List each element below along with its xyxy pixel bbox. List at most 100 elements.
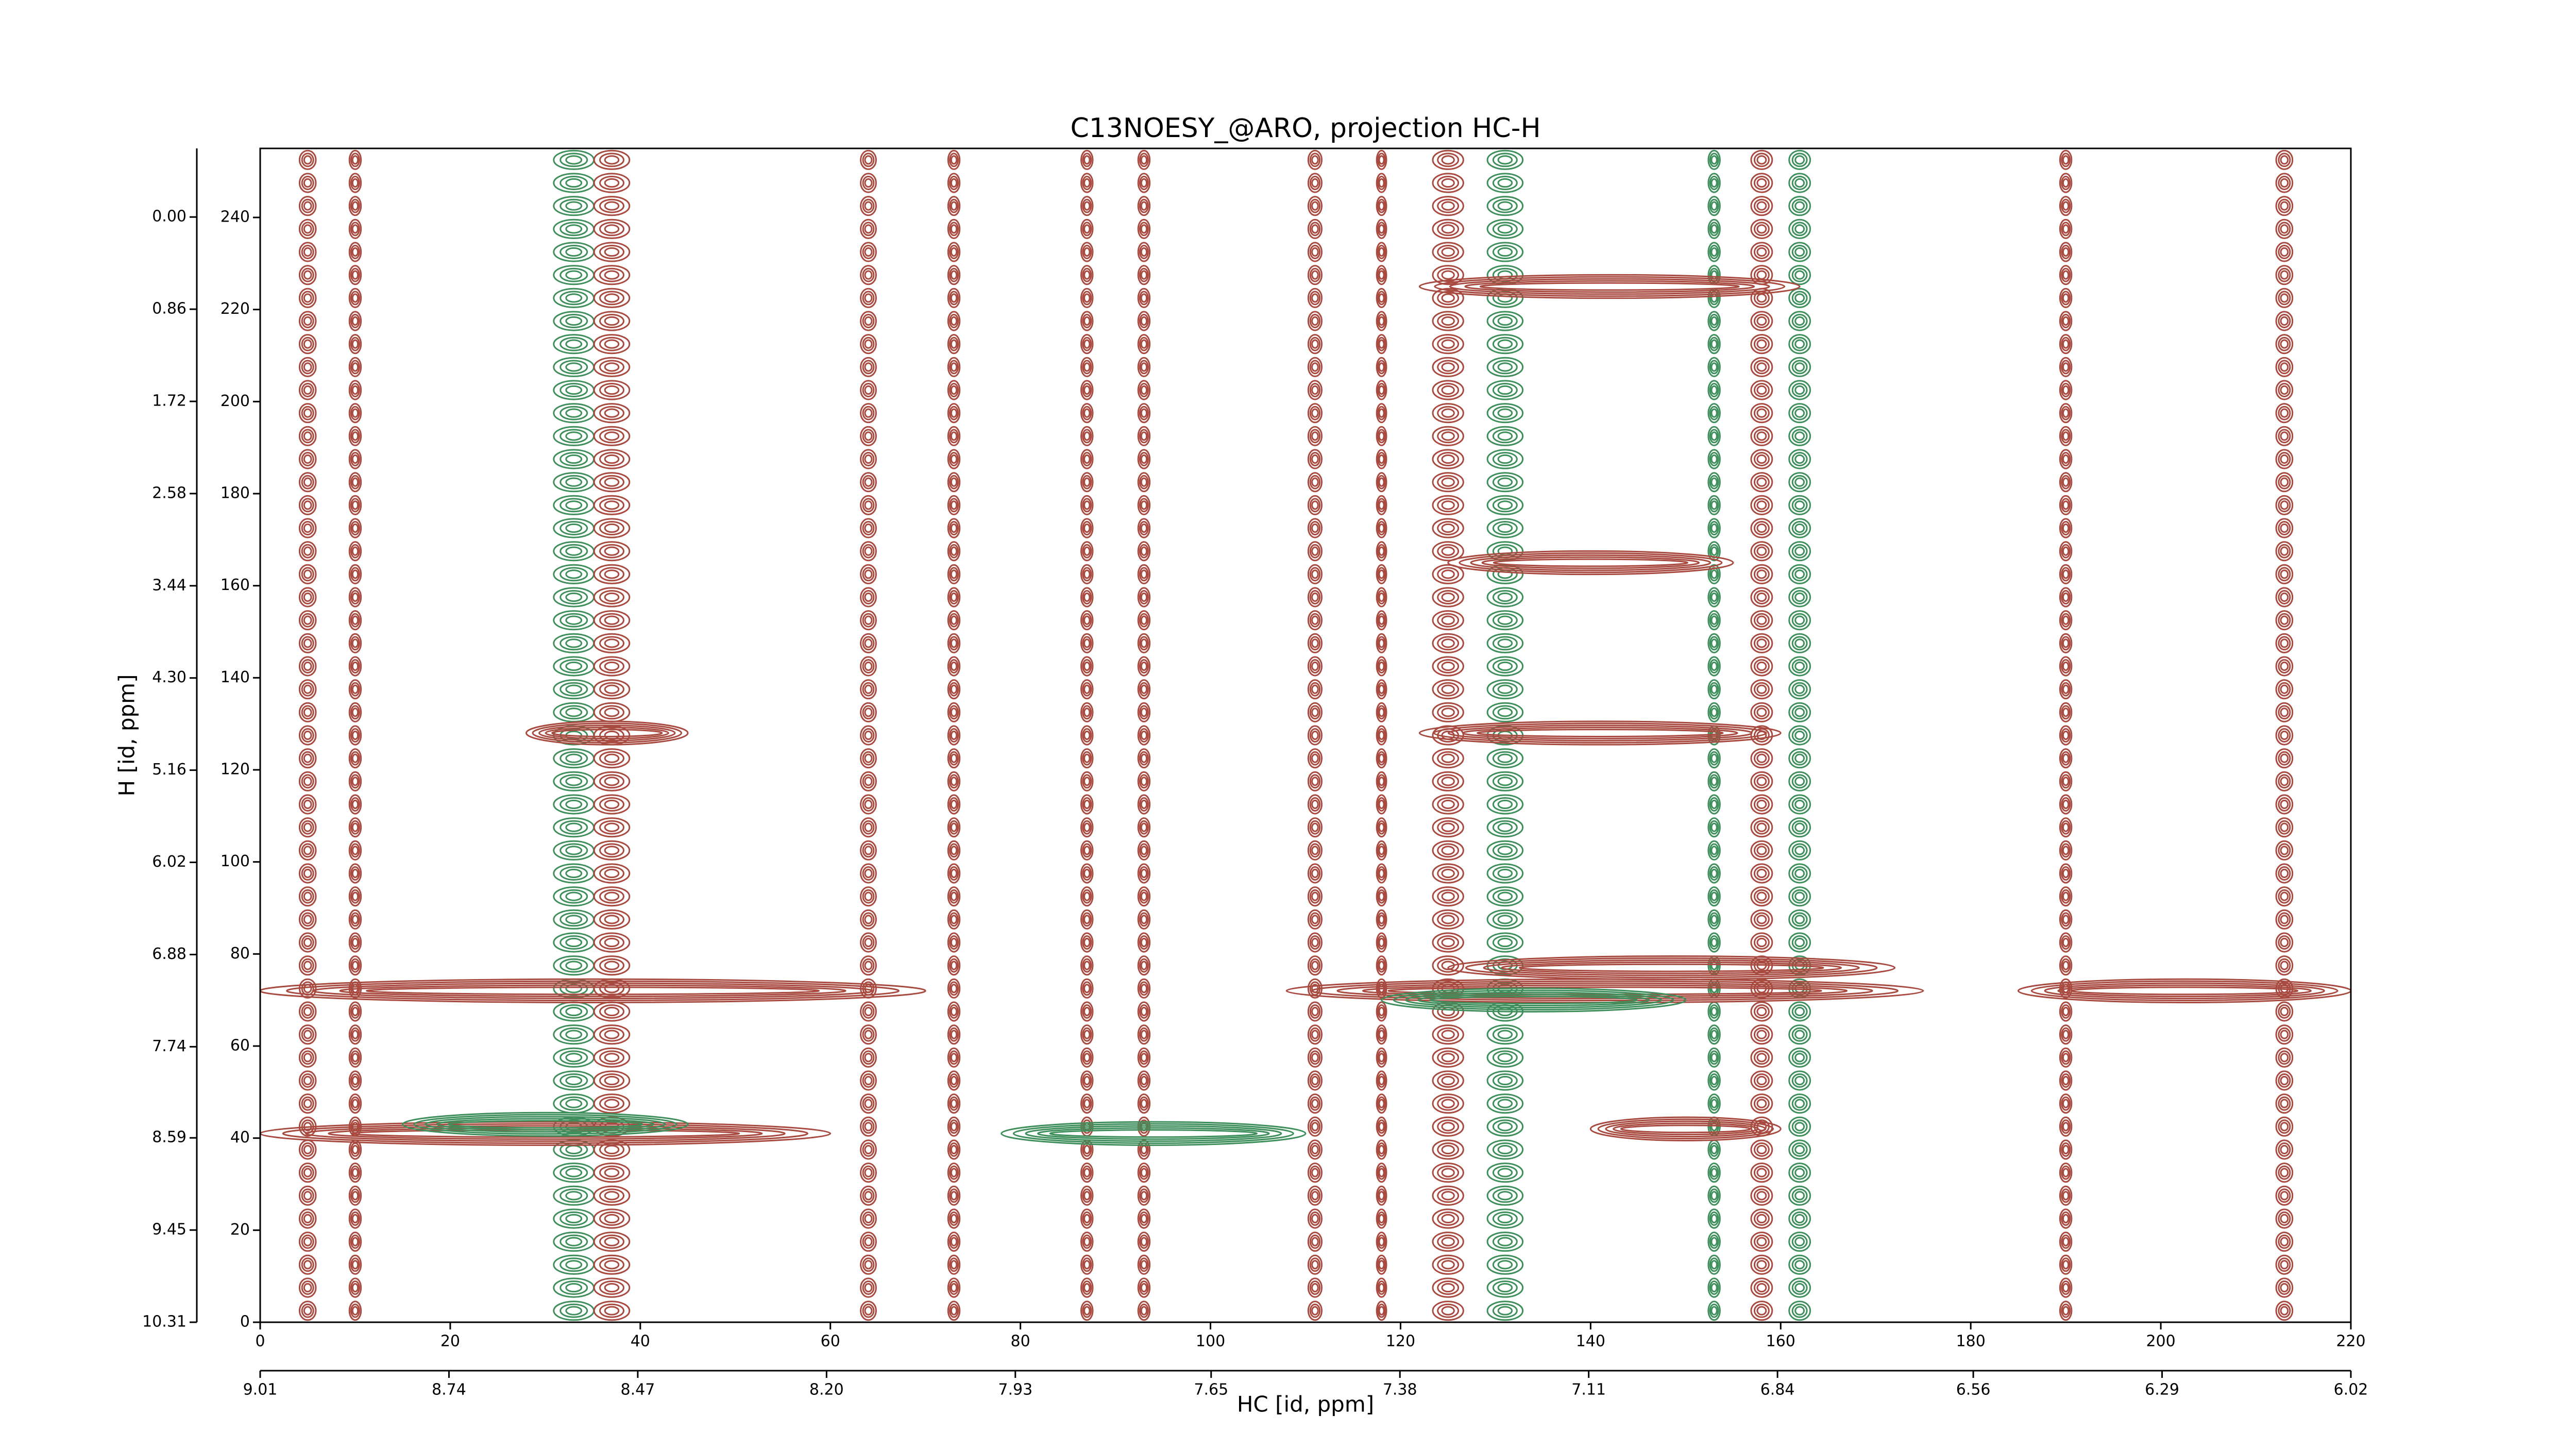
strip-contour xyxy=(947,1001,961,1022)
strip-contour xyxy=(1307,1301,1323,1321)
strip-contour xyxy=(1377,636,1386,651)
strip-contour xyxy=(560,682,588,697)
strip-contour xyxy=(1707,1070,1721,1091)
strip-contour xyxy=(1791,613,1808,628)
strip-contour xyxy=(1794,707,1805,717)
strip-contour xyxy=(1492,843,1518,858)
strip-contour xyxy=(1311,477,1319,487)
strip-contour xyxy=(593,196,631,216)
strip-contour xyxy=(1710,523,1718,533)
strip-contour xyxy=(2061,728,2071,743)
strip-contour xyxy=(565,408,583,418)
strip-contour xyxy=(1492,1119,1518,1134)
ridge-contour xyxy=(1605,1120,1767,1138)
strip-contour xyxy=(1756,224,1767,234)
ridge-contour xyxy=(1001,1121,1307,1146)
strip-contour xyxy=(1437,1188,1460,1203)
strip-contour xyxy=(2061,1257,2071,1272)
strip-contour xyxy=(1788,817,1811,838)
strip-contour xyxy=(950,1122,958,1132)
strip-contour xyxy=(1709,659,1719,673)
strip-contour xyxy=(1788,380,1811,400)
strip-contour xyxy=(1788,1185,1811,1206)
strip-contour xyxy=(2278,1211,2291,1226)
strip-contour xyxy=(1080,472,1094,493)
strip-contour xyxy=(2278,291,2291,306)
strip-contour xyxy=(1378,799,1385,810)
strip-contour xyxy=(348,196,362,216)
ridge-contour xyxy=(2071,986,2299,996)
strip-contour xyxy=(1707,495,1721,515)
ridge-contour xyxy=(1447,724,1753,742)
strip-contour xyxy=(1139,567,1149,582)
strip-contour xyxy=(947,1070,961,1091)
strip-contour xyxy=(351,569,359,579)
strip-contour xyxy=(1307,1093,1323,1114)
strip-contour xyxy=(1376,1070,1387,1091)
strip-contour xyxy=(1378,408,1385,418)
strip-contour xyxy=(1083,638,1091,648)
strip-contour xyxy=(864,868,873,879)
strip-contour xyxy=(2275,449,2294,469)
strip-contour xyxy=(1750,242,1773,262)
strip-contour xyxy=(599,383,624,397)
strip-contour xyxy=(864,1260,873,1270)
strip-contour xyxy=(298,794,317,815)
strip-contour xyxy=(1441,431,1455,441)
strip-contour xyxy=(1437,1165,1460,1180)
strip-contour xyxy=(864,937,873,948)
strip-contour xyxy=(604,1283,620,1293)
strip-contour xyxy=(593,518,631,538)
strip-contour xyxy=(950,1306,958,1316)
strip-contour xyxy=(1794,247,1805,257)
strip-contour xyxy=(1441,1191,1455,1201)
strip-contour xyxy=(2280,799,2289,810)
strip-contour xyxy=(1307,1254,1323,1275)
strip-contour xyxy=(1788,771,1811,791)
strip-contour xyxy=(949,452,959,466)
strip-contour xyxy=(298,702,317,722)
strip-contour xyxy=(301,797,314,812)
strip-contour xyxy=(1750,702,1773,722)
strip-contour xyxy=(947,196,961,216)
strip-contour xyxy=(862,820,875,835)
plot-frame xyxy=(259,147,2352,1323)
strip-contour xyxy=(2275,955,2294,976)
strip-contour xyxy=(950,822,958,832)
strip-contour xyxy=(1492,1188,1518,1203)
strip-contour xyxy=(860,725,877,746)
strip-contour xyxy=(860,587,877,608)
strip-contour xyxy=(593,587,631,608)
strip-contour xyxy=(862,383,875,397)
strip-contour xyxy=(2059,1301,2073,1321)
strip-contour xyxy=(348,633,362,653)
strip-contour xyxy=(350,1303,360,1318)
strip-contour xyxy=(1486,840,1524,861)
strip-contour xyxy=(1307,1047,1323,1068)
strip-contour xyxy=(1710,961,1718,970)
strip-contour xyxy=(2275,587,2294,608)
strip-contour xyxy=(860,1162,877,1183)
strip-contour xyxy=(950,155,958,165)
strip-contour xyxy=(2062,1006,2070,1017)
strip-contour xyxy=(1492,314,1518,328)
strip-contour xyxy=(949,889,959,904)
strip-contour xyxy=(2275,1070,2294,1091)
strip-contour xyxy=(1140,638,1148,648)
strip-contour xyxy=(2062,1237,2070,1246)
strip-contour xyxy=(949,429,959,444)
strip-contour xyxy=(947,610,961,631)
strip-contour xyxy=(2059,1024,2073,1045)
strip-contour xyxy=(1082,751,1092,766)
strip-contour xyxy=(560,1096,588,1111)
strip-contour xyxy=(1441,155,1455,165)
strip-contour xyxy=(301,429,314,444)
strip-contour xyxy=(1080,610,1094,631)
strip-contour xyxy=(2059,218,2073,239)
strip-contour xyxy=(1788,1277,1811,1298)
strip-contour xyxy=(1794,155,1805,165)
strip-contour xyxy=(1791,245,1808,259)
strip-contour xyxy=(560,912,588,927)
ridge-contour xyxy=(1449,278,1770,295)
strip-contour xyxy=(1377,222,1386,237)
